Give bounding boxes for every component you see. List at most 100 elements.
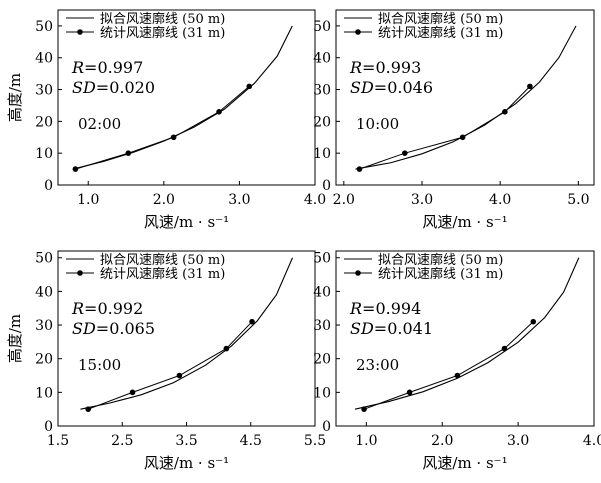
x-axis-title: 风速/m · s⁻¹ <box>144 213 229 231</box>
y-axis-title: 高度/m <box>6 73 24 122</box>
statistical-profile-point <box>216 109 222 115</box>
statistical-profile-point <box>176 372 183 379</box>
y-tick-label: 40 <box>35 51 53 67</box>
x-tick-label: 2.5 <box>111 433 133 449</box>
plot-frame <box>57 9 316 186</box>
legend-stat-marker <box>77 270 83 276</box>
r-value-text: R=0.997 <box>71 58 143 77</box>
time-label: 15:00 <box>78 356 121 374</box>
x-tick-label: 1.5 <box>47 433 69 449</box>
r-value: =0.997 <box>84 58 143 77</box>
y-tick-label: 30 <box>35 318 53 334</box>
sd-value-text: SD=0.041 <box>350 319 433 338</box>
r-value: =0.994 <box>362 299 421 318</box>
fitted-profile-line <box>72 25 293 170</box>
x-axis-title: 风速/m · s⁻¹ <box>422 213 507 231</box>
fitted-profile-line <box>355 25 577 170</box>
legend-fit-label: 拟合风速廓线 (50 m) <box>100 252 225 268</box>
y-tick-label: 20 <box>35 352 53 368</box>
r-label: R <box>71 299 84 318</box>
statistical-profile-point <box>459 134 466 141</box>
y-tick-label: 40 <box>313 51 331 67</box>
x-tick-label: 1.0 <box>77 192 99 208</box>
r-label: R <box>71 58 84 77</box>
y-tick-label: 50 <box>35 19 53 35</box>
legend-fit-label: 拟合风速廓线 (50 m) <box>378 11 503 27</box>
y-tick-label: 30 <box>35 83 53 99</box>
y-tick-label: 10 <box>35 146 53 162</box>
y-tick-label: 10 <box>313 146 331 162</box>
y-tick-label: 10 <box>313 385 331 401</box>
r-value-text: R=0.992 <box>71 299 143 318</box>
r-label: R <box>349 58 362 77</box>
statistical-profile-point <box>454 372 461 379</box>
r-value-text: R=0.993 <box>349 58 421 77</box>
y-tick-label: 20 <box>35 114 53 130</box>
time-label: 10:00 <box>356 115 399 133</box>
legend-stat-label: 统计风速廓线 (31 m) <box>378 25 503 41</box>
r-value: =0.993 <box>362 58 421 77</box>
r-value: =0.992 <box>84 299 143 318</box>
sd-value: =0.065 <box>96 319 155 338</box>
x-tick-label: 2.0 <box>153 192 175 208</box>
y-tick-label: 30 <box>313 318 331 334</box>
chart-panel-1: 1.0 2.0 3.0 4.0 0 10 20 30 40 50 风速/m · s⁻¹ 高度/m 拟合风… <box>6 9 326 231</box>
statistical-profile-point <box>125 150 132 156</box>
x-tick-label: 5.0 <box>567 192 589 208</box>
x-tick-label: 1.0 <box>355 433 377 449</box>
y-tick-label: 50 <box>35 251 53 267</box>
y-tick-label: 20 <box>313 352 331 368</box>
chart-panel-3: 1.5 2.5 3.5 4.5 5.5 0 10 20 30 40 50 风速/m · s⁻¹ 高度/m… <box>6 250 326 472</box>
x-tick-label: 3.5 <box>175 433 197 449</box>
statistical-profile-point <box>356 166 363 172</box>
sd-label: SD <box>72 78 96 97</box>
y-tick-label: 40 <box>35 284 53 300</box>
x-tick-label: 4.0 <box>489 192 511 208</box>
legend-stat-label: 统计风速廓线 (31 m) <box>378 266 503 282</box>
statistical-profile-point <box>246 83 253 90</box>
sd-label: SD <box>350 319 374 338</box>
legend-stat-marker <box>355 270 361 276</box>
y-tick-label: 20 <box>313 114 331 130</box>
x-tick-label: 5.5 <box>304 433 326 449</box>
sd-label: SD <box>72 319 96 338</box>
legend-stat-label: 统计风速廓线 (31 m) <box>100 25 225 41</box>
x-tick-label: 2.0 <box>431 433 453 449</box>
legend-stat-marker <box>77 29 83 35</box>
legend-stat-label: 统计风速廓线 (31 m) <box>100 266 225 282</box>
x-axis-title: 风速/m · s⁻¹ <box>422 454 507 472</box>
plot-frame <box>335 9 595 186</box>
y-tick-label: 0 <box>322 419 331 435</box>
x-tick-label: 2.0 <box>333 192 355 208</box>
time-label: 02:00 <box>78 115 121 133</box>
sd-value-text: SD=0.065 <box>72 319 155 338</box>
time-label: 23:00 <box>356 356 399 374</box>
y-tick-label: 30 <box>313 83 331 99</box>
statistical-profile-point <box>170 134 177 141</box>
statistical-profile-point <box>361 406 367 412</box>
fitted-profile-line <box>80 257 294 410</box>
sd-value-text: SD=0.046 <box>350 78 433 97</box>
sd-value: =0.020 <box>96 78 155 97</box>
x-tick-label: 3.0 <box>228 192 250 208</box>
y-axis-title: 高度/m <box>6 314 24 363</box>
statistical-profile-point <box>501 345 508 352</box>
chart-panel-2: 2.0 3.0 4.0 5.0 0 10 20 30 40 50 风速/m · s⁻¹ 拟合风速廓线 … <box>313 9 595 231</box>
y-tick-label: 0 <box>44 178 53 194</box>
statistical-profile-point <box>249 318 255 325</box>
legend-fit-label: 拟合风速廓线 (50 m) <box>378 252 503 268</box>
y-tick-label: 10 <box>35 385 53 401</box>
statistical-profile-point <box>406 389 413 396</box>
sd-value: =0.041 <box>374 319 433 338</box>
x-axis-title: 风速/m · s⁻¹ <box>144 454 229 472</box>
statistical-profile-point <box>527 83 533 90</box>
x-tick-label: 4.5 <box>240 433 262 449</box>
y-tick-label: 0 <box>322 178 331 194</box>
legend-fit-label: 拟合风速廓线 (50 m) <box>100 11 225 27</box>
legend-stat-marker <box>355 29 361 35</box>
statistical-profile-point <box>502 109 508 115</box>
statistical-profile-point <box>530 318 537 325</box>
y-tick-label: 50 <box>313 19 331 35</box>
x-tick-label: 3.0 <box>411 192 433 208</box>
